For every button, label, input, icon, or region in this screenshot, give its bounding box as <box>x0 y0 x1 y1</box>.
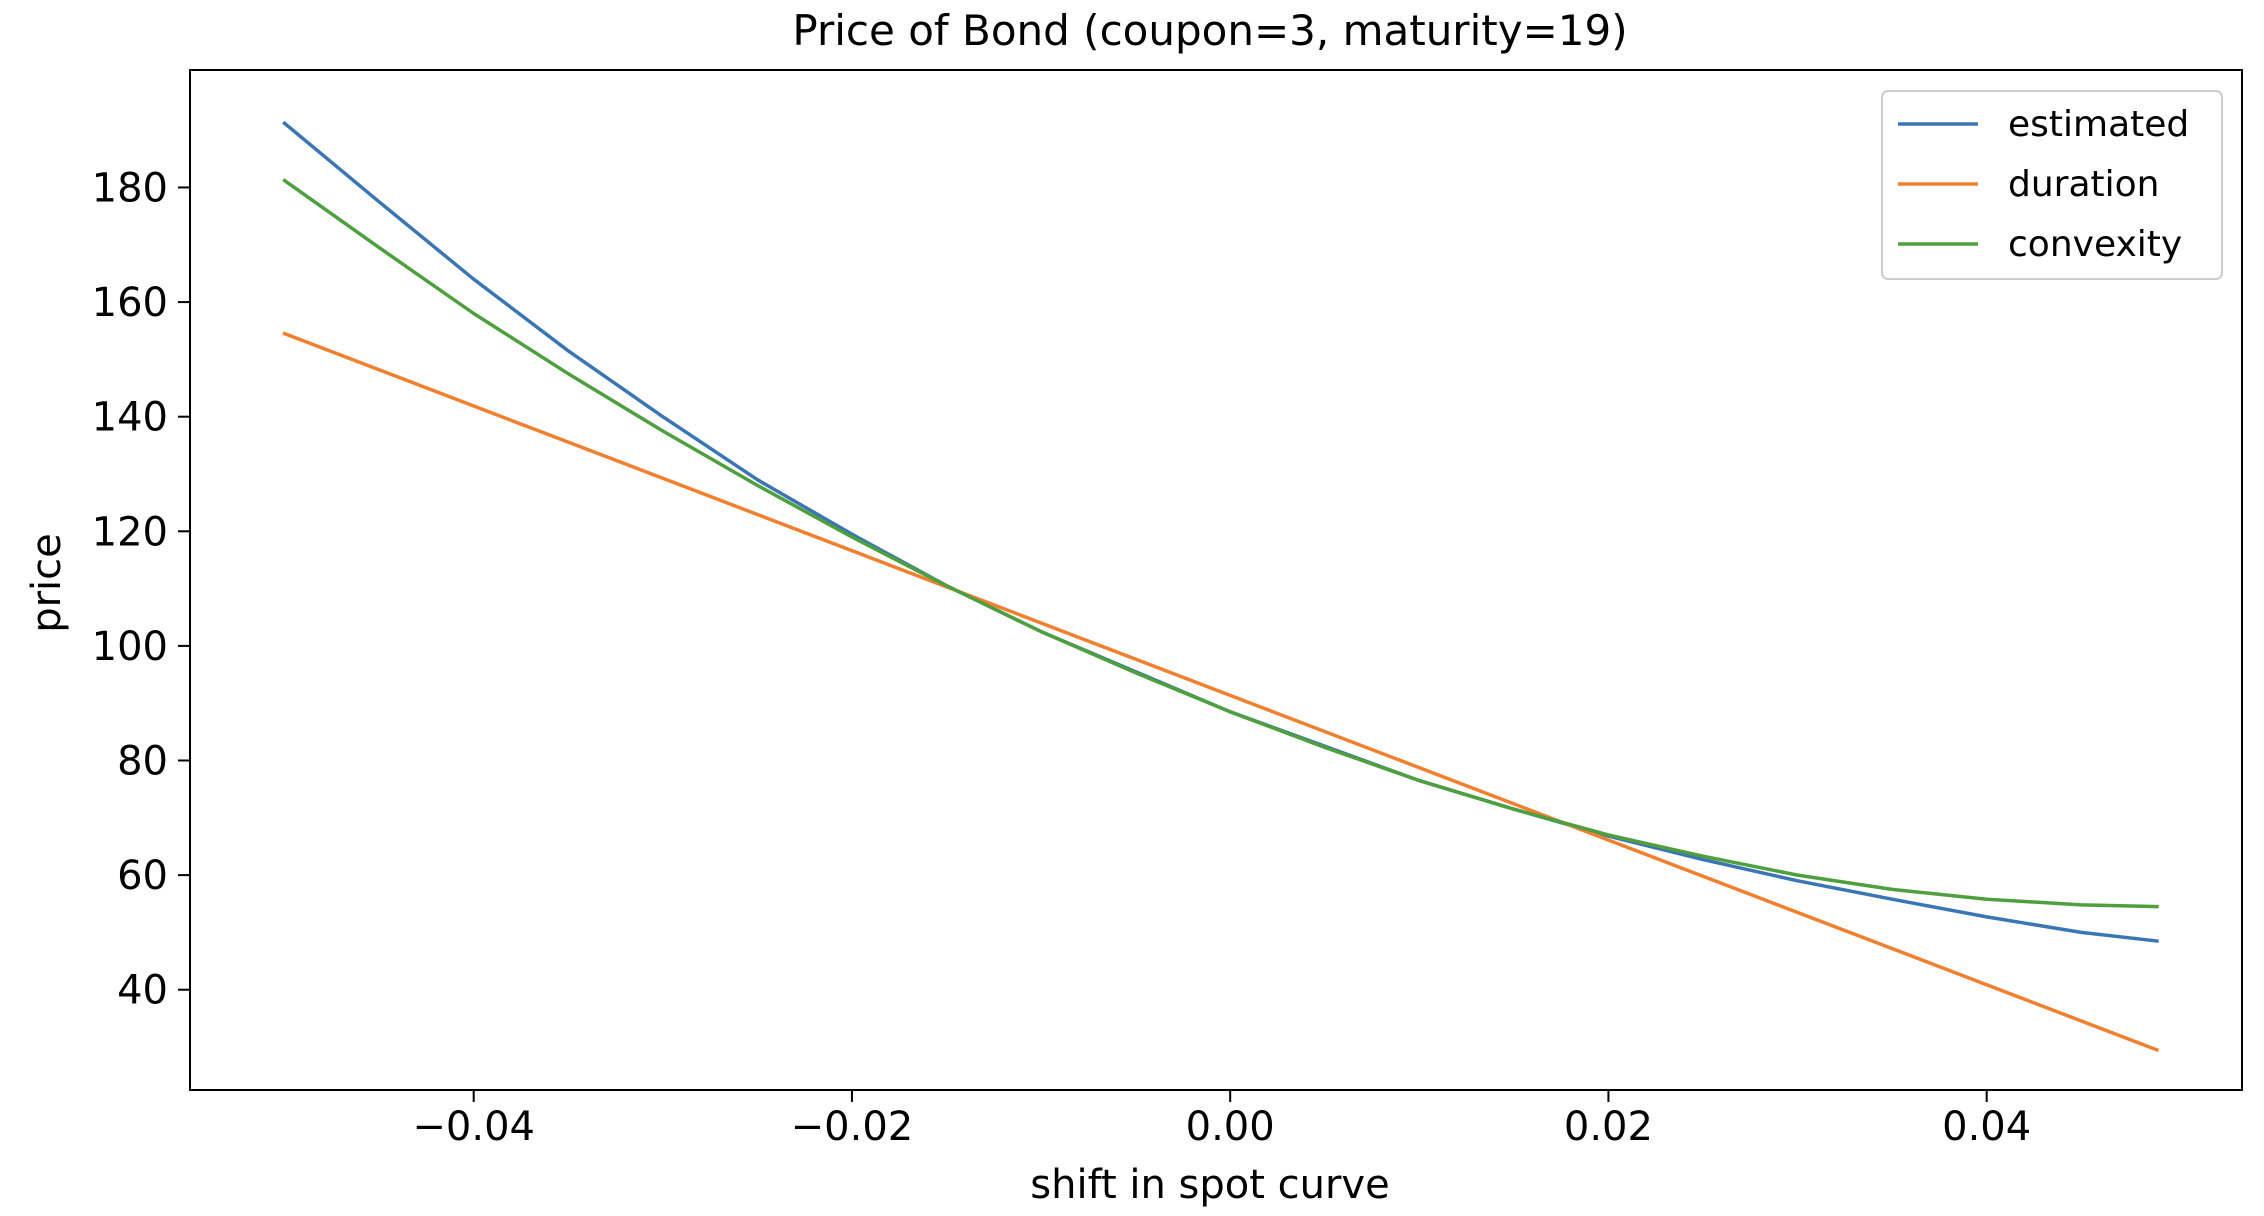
y-tick-label: 60 <box>117 853 168 899</box>
y-tick-label: 40 <box>117 968 168 1014</box>
x-tick-label: −0.04 <box>412 1104 535 1150</box>
x-axis-label: shift in spot curve <box>1030 1162 1389 1208</box>
legend-label-convexity: convexity <box>2008 224 2182 265</box>
legend-label-duration: duration <box>2008 164 2160 205</box>
legend-label-estimated: estimated <box>2008 104 2189 145</box>
y-tick-label: 120 <box>92 509 168 555</box>
series-line-convexity <box>282 178 2159 909</box>
series-line-estimated <box>282 120 2159 943</box>
y-tick-label: 100 <box>92 624 168 670</box>
chart-title: Price of Bond (coupon=3, maturity=19) <box>792 6 1627 55</box>
x-tick-label: 0.04 <box>1942 1104 2031 1150</box>
y-tick-label: 160 <box>92 280 168 326</box>
legend: estimated duration convexity <box>1881 90 2223 280</box>
x-tick-label: 0.00 <box>1186 1104 1275 1150</box>
plot-frame <box>189 69 2243 1091</box>
x-tick-label: −0.02 <box>791 1104 914 1150</box>
y-tick-label: 180 <box>92 165 168 211</box>
y-axis-label: price <box>24 533 70 633</box>
series-line-duration <box>282 331 2160 1053</box>
y-tick-label: 140 <box>92 395 168 441</box>
y-tick-label: 80 <box>117 739 168 785</box>
plot-area: −0.04 −0.02 0.00 0.02 0.04 40 60 80 100 120 140 160… <box>92 69 2243 1150</box>
legend-box <box>1881 90 2223 280</box>
x-tick-label: 0.02 <box>1564 1104 1653 1150</box>
